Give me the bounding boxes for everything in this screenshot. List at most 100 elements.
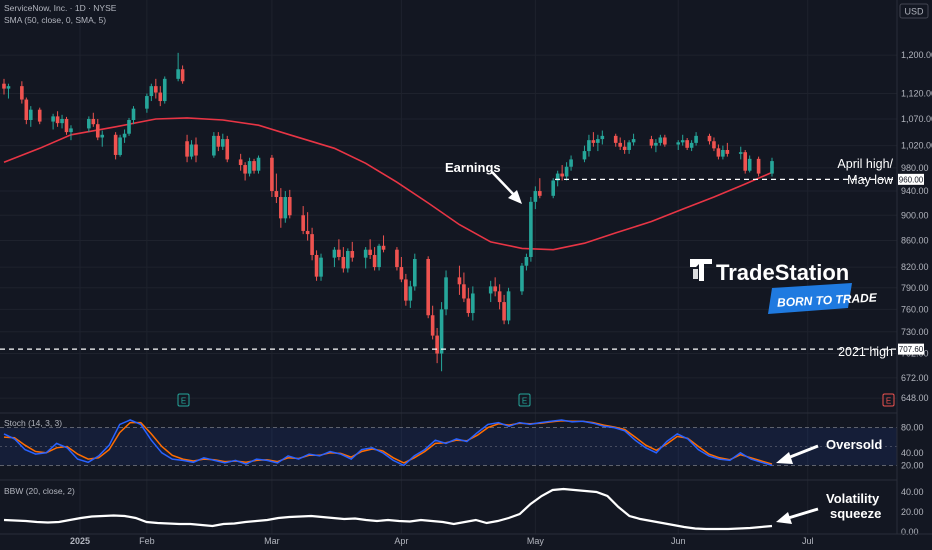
candle: [176, 52, 180, 82]
candle-body: [524, 256, 529, 266]
candle-body: [488, 286, 493, 294]
tradestation-mark-icon: [690, 259, 712, 281]
candle: [127, 117, 131, 136]
candle: [444, 270, 448, 316]
candle-body: [591, 140, 596, 143]
candle-body: [310, 234, 314, 255]
time-axis[interactable]: 2025 Feb Mar Apr May Jun Jul: [0, 533, 932, 546]
svg-text:960.00: 960.00: [899, 175, 924, 184]
candle: [256, 155, 261, 174]
candle-body: [649, 139, 654, 146]
tradestation-logo: TradeStation BORN TO TRADE: [690, 259, 878, 314]
price-tick-label: 820.00: [901, 262, 929, 272]
stoch-tick-label: 80.00: [901, 423, 924, 433]
earnings-marker-1[interactable]: E: [177, 393, 190, 407]
level-annotation-2021-high: 2021 high: [838, 345, 893, 359]
candle-body: [95, 124, 100, 138]
currency-button[interactable]: USD: [899, 3, 929, 19]
candle-body: [520, 265, 524, 292]
candle: [247, 157, 252, 177]
candle-body: [216, 135, 221, 147]
candle: [462, 272, 466, 303]
candle: [506, 287, 511, 325]
candle-body: [694, 135, 698, 143]
bbw-line: [3, 487, 773, 531]
svg-text:E: E: [886, 397, 891, 406]
volatility-arrow-shaft: [784, 507, 819, 521]
candle-body: [631, 139, 636, 143]
candle: [676, 140, 681, 150]
candle-body: [127, 120, 131, 134]
candle: [225, 135, 230, 163]
earnings-marker-3[interactable]: E: [882, 393, 895, 407]
candle-body: [444, 277, 448, 310]
oversold-annotation: Oversold: [826, 437, 882, 452]
candle: [408, 280, 413, 308]
price-pane-background: [0, 0, 897, 412]
price-axis[interactable]: 1,200.00 1,120.00 1,070.00 1,020.00 980.00 94…: [896, 0, 932, 550]
candle-body: [725, 149, 730, 154]
candle: [122, 129, 127, 143]
candle-body: [274, 191, 279, 198]
candle: [238, 153, 243, 171]
candle-body: [743, 152, 748, 171]
time-tick-label: Feb: [139, 536, 155, 546]
candle: [725, 142, 730, 157]
candle: [721, 145, 725, 160]
price-grid: [0, 54, 897, 399]
candle-body: [587, 140, 591, 152]
price-tick-label: 1,120.00: [901, 89, 932, 99]
earnings-annotation: Earnings: [445, 160, 501, 175]
candle: [332, 247, 337, 268]
earnings-arrow-head: [508, 190, 522, 204]
candle-body: [529, 201, 533, 257]
candle: [100, 130, 105, 147]
candle-body: [154, 86, 158, 93]
candle-body: [426, 258, 430, 316]
candle: [95, 118, 100, 141]
candle: [497, 284, 502, 310]
price-label-960: 960.00: [898, 173, 924, 185]
born-to-trade-text: BORN TO TRADE: [777, 290, 878, 309]
candle: [680, 134, 685, 146]
candle: [555, 170, 560, 187]
candle-body: [551, 180, 556, 196]
candle-body: [332, 249, 337, 258]
candle-body: [654, 142, 658, 146]
candle: [2, 78, 6, 95]
candle-body: [158, 92, 163, 102]
candle-body: [212, 135, 216, 156]
candle: [524, 253, 529, 271]
candle: [212, 132, 216, 158]
candle: [658, 134, 663, 146]
candle-body: [69, 128, 73, 133]
candle-body: [466, 298, 471, 314]
bbw-pane[interactable]: BBW (20, close, 2) Volatility squeeze: [0, 479, 932, 531]
price-pane[interactable]: April high/ May low 2021 high Earnings T…: [0, 0, 897, 534]
candle-body: [462, 284, 466, 299]
candle: [613, 133, 618, 147]
candle-body: [564, 166, 569, 177]
candle: [24, 97, 29, 125]
candle: [314, 250, 319, 281]
price-label-707: 707.60: [898, 343, 924, 355]
candle: [488, 280, 493, 303]
bbw-tick-label: 20.00: [901, 507, 924, 517]
candle-body: [569, 159, 573, 167]
candle: [533, 186, 538, 210]
candle: [689, 140, 694, 152]
earnings-marker-2[interactable]: E: [518, 393, 531, 407]
candle-body: [24, 99, 29, 121]
volatility-annotation-line-1: Volatility: [826, 491, 880, 506]
candle-body: [243, 165, 247, 174]
candle: [368, 239, 372, 259]
candle: [305, 212, 310, 241]
candle: [529, 197, 533, 262]
candle-body: [471, 293, 475, 314]
candle-body: [301, 215, 305, 231]
stoch-axis-ticks: 80.00 40.00 20.00: [901, 423, 924, 471]
candle-body: [252, 161, 256, 171]
stoch-pane[interactable]: Stoch (14, 3, 3) Oversold: [0, 412, 932, 467]
candle-body: [377, 245, 381, 268]
candle: [649, 135, 654, 149]
